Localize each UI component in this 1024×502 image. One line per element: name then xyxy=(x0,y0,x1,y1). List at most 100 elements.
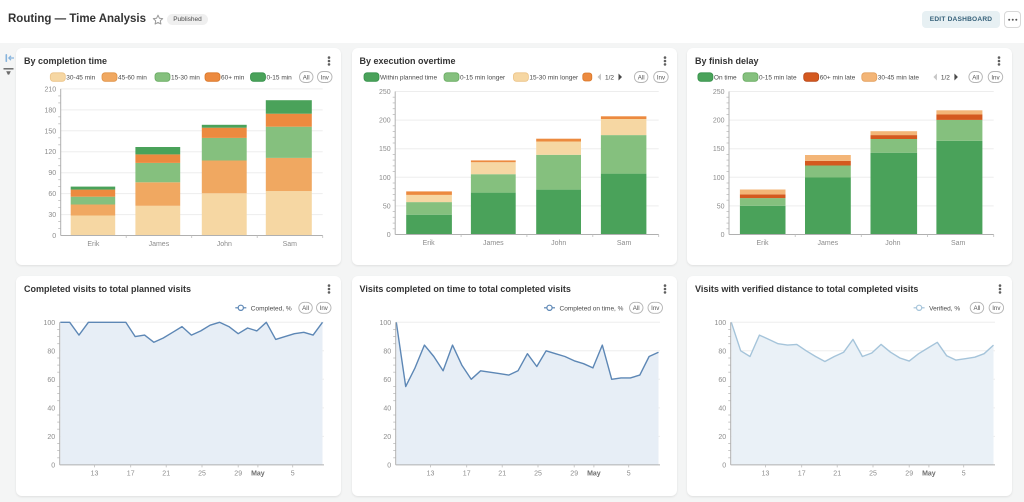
svg-text:100: 100 xyxy=(713,175,725,182)
svg-text:90: 90 xyxy=(48,170,56,177)
svg-text:Inv: Inv xyxy=(656,74,665,81)
svg-text:150: 150 xyxy=(45,128,57,135)
svg-text:James: James xyxy=(817,240,838,247)
svg-text:0-15 min longer: 0-15 min longer xyxy=(460,75,506,82)
svg-text:40: 40 xyxy=(383,405,391,412)
svg-text:40: 40 xyxy=(47,405,55,412)
svg-text:All: All xyxy=(972,74,979,81)
svg-text:25: 25 xyxy=(869,470,877,477)
svg-text:James: James xyxy=(482,240,503,247)
svg-text:13: 13 xyxy=(762,470,770,477)
svg-text:17: 17 xyxy=(462,470,470,477)
svg-text:Erik: Erik xyxy=(422,240,435,247)
svg-text:0: 0 xyxy=(722,462,726,469)
svg-text:29: 29 xyxy=(570,470,578,477)
svg-text:0: 0 xyxy=(386,232,390,239)
svg-text:Erik: Erik xyxy=(756,240,769,247)
svg-text:180: 180 xyxy=(45,107,57,114)
svg-text:80: 80 xyxy=(718,348,726,355)
svg-text:21: 21 xyxy=(498,470,506,477)
svg-text:17: 17 xyxy=(798,470,806,477)
svg-text:200: 200 xyxy=(713,118,725,125)
svg-text:80: 80 xyxy=(383,348,391,355)
svg-text:100: 100 xyxy=(379,175,391,182)
svg-text:Inv: Inv xyxy=(651,305,660,312)
svg-text:80: 80 xyxy=(47,348,55,355)
svg-text:1/2: 1/2 xyxy=(604,75,613,82)
svg-text:All: All xyxy=(974,305,981,312)
svg-text:15-30 min longer: 15-30 min longer xyxy=(529,75,579,82)
svg-text:21: 21 xyxy=(162,470,170,477)
svg-text:50: 50 xyxy=(717,203,725,210)
svg-text:5: 5 xyxy=(291,470,295,477)
svg-text:Sam: Sam xyxy=(283,241,298,248)
svg-text:40: 40 xyxy=(718,405,726,412)
svg-text:On time: On time xyxy=(714,75,737,82)
svg-text:20: 20 xyxy=(718,434,726,441)
svg-text:60: 60 xyxy=(47,377,55,384)
svg-text:Erik: Erik xyxy=(87,241,100,248)
svg-text:60+ min late: 60+ min late xyxy=(820,75,856,82)
svg-text:25: 25 xyxy=(198,470,206,477)
svg-text:Sam: Sam xyxy=(616,240,631,247)
svg-text:0: 0 xyxy=(51,462,55,469)
svg-text:0-15 min late: 0-15 min late xyxy=(759,75,797,82)
svg-text:60: 60 xyxy=(48,191,56,198)
svg-text:May: May xyxy=(922,470,936,477)
svg-text:May: May xyxy=(251,470,265,477)
svg-text:250: 250 xyxy=(713,89,725,96)
svg-text:All: All xyxy=(302,305,309,312)
svg-text:0: 0 xyxy=(387,462,391,469)
svg-text:Inv: Inv xyxy=(320,305,329,312)
svg-text:0: 0 xyxy=(721,232,725,239)
svg-text:30-45 min late: 30-45 min late xyxy=(878,75,920,82)
svg-text:100: 100 xyxy=(715,320,727,327)
svg-text:John: John xyxy=(551,240,566,247)
svg-text:15-30 min: 15-30 min xyxy=(171,75,200,82)
svg-text:0: 0 xyxy=(52,233,56,240)
svg-text:Inv: Inv xyxy=(991,74,1000,81)
svg-text:13: 13 xyxy=(426,470,434,477)
svg-text:All: All xyxy=(303,74,310,81)
svg-text:John: John xyxy=(217,241,232,248)
svg-text:150: 150 xyxy=(379,146,391,153)
svg-text:30-45 min: 30-45 min xyxy=(66,75,95,82)
svg-text:17: 17 xyxy=(127,470,135,477)
svg-text:100: 100 xyxy=(379,320,391,327)
svg-text:21: 21 xyxy=(833,470,841,477)
svg-text:5: 5 xyxy=(962,470,966,477)
svg-text:Completed, %: Completed, % xyxy=(251,305,292,312)
svg-text:Verified, %: Verified, % xyxy=(929,305,960,312)
svg-text:210: 210 xyxy=(45,86,57,93)
svg-text:13: 13 xyxy=(91,470,99,477)
svg-text:60+ min: 60+ min xyxy=(221,75,245,82)
svg-text:100: 100 xyxy=(44,320,56,327)
svg-text:45-60 min: 45-60 min xyxy=(118,75,147,82)
svg-text:250: 250 xyxy=(379,89,391,96)
svg-text:Within planned time: Within planned time xyxy=(380,75,437,82)
svg-text:150: 150 xyxy=(713,146,725,153)
svg-text:All: All xyxy=(637,74,644,81)
svg-text:James: James xyxy=(149,241,170,248)
svg-text:1/2: 1/2 xyxy=(941,75,950,82)
svg-text:Inv: Inv xyxy=(992,305,1001,312)
svg-text:29: 29 xyxy=(234,470,242,477)
svg-text:29: 29 xyxy=(905,470,913,477)
svg-text:20: 20 xyxy=(383,434,391,441)
svg-text:30: 30 xyxy=(48,212,56,219)
svg-text:50: 50 xyxy=(382,203,390,210)
svg-text:John: John xyxy=(885,240,900,247)
svg-text:Inv: Inv xyxy=(321,74,330,81)
svg-text:0-15 min: 0-15 min xyxy=(267,75,293,82)
svg-text:5: 5 xyxy=(626,470,630,477)
svg-text:25: 25 xyxy=(534,470,542,477)
svg-text:May: May xyxy=(587,470,601,477)
svg-text:200: 200 xyxy=(379,118,391,125)
svg-text:All: All xyxy=(632,305,639,312)
svg-text:Sam: Sam xyxy=(951,240,966,247)
svg-text:60: 60 xyxy=(718,377,726,384)
svg-text:Completed on time, %: Completed on time, % xyxy=(559,305,623,312)
svg-text:20: 20 xyxy=(47,434,55,441)
svg-text:60: 60 xyxy=(383,377,391,384)
svg-text:120: 120 xyxy=(45,149,57,156)
